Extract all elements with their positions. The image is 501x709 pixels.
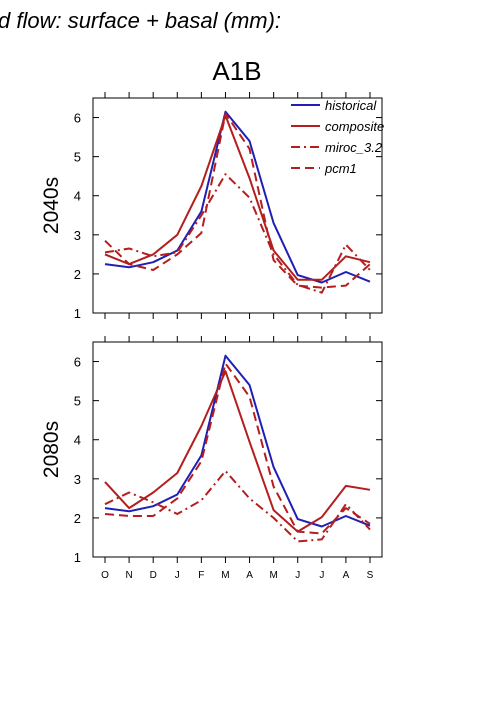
y-tick-label: 3 [74,228,81,243]
legend-label: miroc_3.2 [325,140,383,155]
row-label: 2080s [40,421,63,478]
series-line-historical [104,354,371,528]
figure-title: d flow: surface + basal (mm): [0,8,281,33]
x-tick-label: J [175,570,180,581]
legend-label: composite [325,119,384,134]
y-tick-label: 5 [74,394,81,409]
x-tick-label: D [150,570,157,581]
chart-panels: 1 2 3 4 5 6 2040s historical composite miroc_3.2p… [40,92,384,581]
x-tick-label: J [295,570,300,581]
x-tick-label: N [125,570,132,581]
legend: historical composite miroc_3.2 pcm1 [291,98,384,176]
y-tick-label: 1 [74,550,81,565]
x-tick-label: M [221,570,229,581]
y-tick-label: 4 [74,433,81,448]
y-tick-label: 3 [74,472,81,487]
x-tick-label: S [367,570,374,581]
y-tick-label: 2 [74,511,81,526]
x-tick-label: O [101,570,109,581]
y-tick-label: 6 [74,111,81,126]
plot-frame [92,97,383,314]
chart-panel-2040s: 1 2 3 4 5 6 2040s historical composite miroc_3.2p… [40,92,384,321]
x-tick-label: J [319,570,324,581]
row-label: 2040s [40,177,63,234]
plot-frame [92,341,383,558]
legend-label: pcm1 [324,161,357,176]
series-line-historical [104,110,371,284]
y-tick-label: 6 [74,355,81,370]
scenario-title: A1B [212,56,261,86]
y-tick-label: 4 [74,189,81,204]
x-tick-label: F [198,570,204,581]
y-tick-label: 2 [74,267,81,282]
x-tick-label: M [269,570,277,581]
series-line-composite [104,370,371,533]
y-tick-label: 1 [74,306,81,321]
series-line-pcm1 [104,362,371,535]
x-tick-label: A [343,570,350,581]
x-tick-label: A [246,570,253,581]
legend-label: historical [325,98,377,113]
chart-panel-2080s: 1 2 3 4 5 6 O N D J F M A M J J A S 2080s [40,336,383,581]
y-tick-label: 5 [74,150,81,165]
series-line-miroc-3-2 [104,173,371,294]
